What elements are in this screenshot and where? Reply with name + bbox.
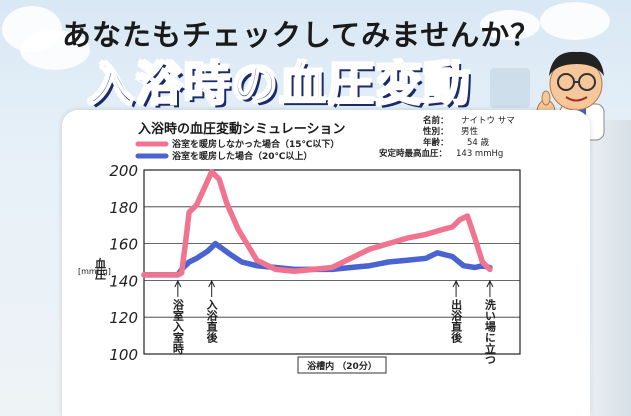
plot-frame <box>143 169 521 355</box>
y-tick-label: 120 <box>109 309 138 327</box>
headline: あなたもチェックしてみませんか？ <box>62 18 541 52</box>
y-tick-label: 160 <box>109 236 138 254</box>
profile-value: ナイトウ サマ <box>461 116 515 126</box>
chart-grid <box>144 206 520 318</box>
chart-title: 入浴時の血圧変動シミュレーション <box>138 121 345 137</box>
legend-label: 浴室を暖房しなかった場合（15℃以下） <box>172 138 339 150</box>
annotation-label: 入浴直後 <box>205 299 218 344</box>
main-title-part2: 血圧変動 <box>279 56 472 112</box>
profile-value: 男性 <box>461 126 479 137</box>
y-tick-label: 100 <box>109 346 138 364</box>
y-axis: 100 120 140 160 180 200 <box>109 162 138 364</box>
legend-label: 浴室を暖房した場合（20℃以上） <box>172 150 312 162</box>
x-axis-label: 浴槽内 （20分） <box>307 360 377 372</box>
profile-label: 安定時最高血圧： <box>379 148 447 159</box>
series-line-unheated <box>141 169 493 278</box>
cloud-decoration <box>20 30 90 70</box>
profile-label: 性別： <box>423 126 449 137</box>
profile-value: 54 歳 <box>467 137 490 148</box>
annotation-arrowhead <box>208 279 216 288</box>
y-axis-label: 血圧 <box>94 257 107 281</box>
annotation-arrowhead <box>452 279 460 288</box>
y-tick-label: 200 <box>109 162 138 180</box>
y-tick-label: 140 <box>109 272 138 290</box>
chart-series <box>141 169 493 278</box>
annotation-label: 洗い場に立つ <box>483 298 496 365</box>
cloud-decoration <box>540 2 610 40</box>
main-title: 入浴時の血圧変動 <box>87 48 472 114</box>
annotation-label: 出浴直後 <box>450 298 463 344</box>
title-decoration <box>490 68 530 108</box>
chart-legend: 浴室を暖房しなかった場合（15℃以下）浴室を暖房した場合（20℃以上） <box>135 138 339 162</box>
x-axis-label-box <box>297 356 387 374</box>
annotation-label: 浴室入室時 <box>171 298 184 355</box>
profile-label: 年齢： <box>423 137 449 148</box>
y-tick-label: 180 <box>109 199 138 217</box>
y-axis-unit: [mmHg] <box>78 267 111 276</box>
side-decoration <box>592 120 631 416</box>
chart-annotations: 浴室入室時 入浴直後 出浴直後 洗い場に立つ <box>171 279 496 365</box>
profile-value: 143 mmHg <box>456 149 503 159</box>
annotation-arrowhead <box>486 279 494 288</box>
main-title-part1: 入浴時の <box>87 56 280 112</box>
profile-label: 名前： <box>423 115 449 126</box>
cloud-decoration <box>480 10 540 40</box>
annotation-arrowhead <box>174 279 182 288</box>
